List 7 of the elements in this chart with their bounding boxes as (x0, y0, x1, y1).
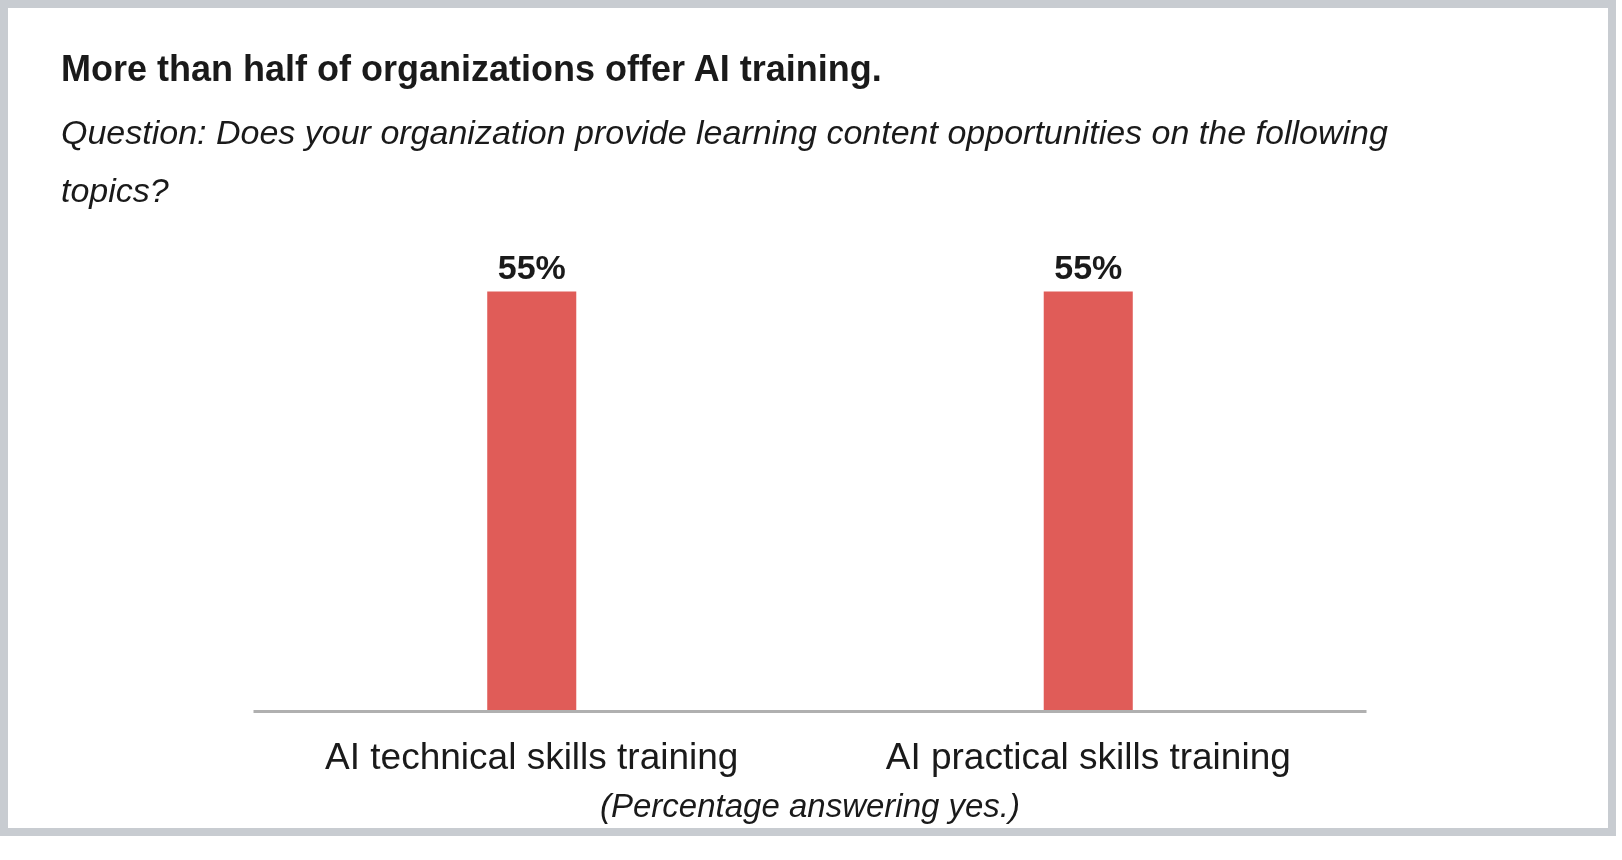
data-label: 55% (497, 247, 566, 286)
x-tick-label: AI practical skills training (885, 735, 1291, 777)
data-label: 55% (1054, 247, 1123, 286)
x-tick-label: AI technical skills training (325, 735, 739, 777)
text: (Percentage answering yes.) (599, 786, 1021, 824)
chart-subtitle: Question: Does your organization provide learning content opportunities on the following topics? (61, 112, 1389, 211)
chart-title: More than half of organizations offer AI training. (61, 47, 882, 91)
